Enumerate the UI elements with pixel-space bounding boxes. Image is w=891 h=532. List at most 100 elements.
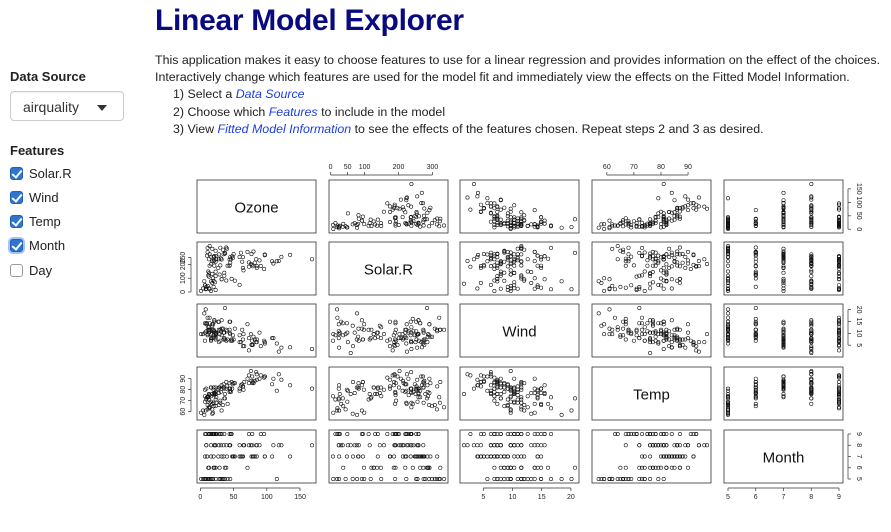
step-1: 1) Select a Data Source xyxy=(173,87,305,101)
data-point xyxy=(248,332,253,337)
data-point xyxy=(331,476,336,481)
checkbox-checked-icon[interactable] xyxy=(10,238,23,252)
panel-Solar.R-vs-Ozone xyxy=(196,241,317,296)
data-point xyxy=(229,276,234,281)
feature-checkbox-month[interactable]: Month xyxy=(10,236,65,254)
data-point xyxy=(222,305,227,311)
data-point xyxy=(425,396,430,401)
data-point xyxy=(495,384,500,389)
data-point xyxy=(645,321,650,326)
data-point xyxy=(209,336,214,341)
data-point xyxy=(753,401,758,406)
feature-checkbox-wind[interactable]: Wind xyxy=(10,188,59,206)
data-source-select[interactable]: airquality xyxy=(10,91,124,121)
data-point xyxy=(403,465,408,470)
data-point xyxy=(781,250,786,255)
data-point xyxy=(381,387,386,392)
data-point xyxy=(694,263,699,268)
data-point xyxy=(781,278,786,283)
feature-checkbox-temp[interactable]: Temp xyxy=(10,212,61,230)
data-point xyxy=(599,280,604,285)
data-point xyxy=(331,226,336,231)
data-point xyxy=(213,274,218,279)
data-point xyxy=(442,223,447,228)
data-point xyxy=(809,286,814,291)
data-point xyxy=(404,341,409,346)
data-point xyxy=(753,321,758,326)
feature-checkbox-solar-r[interactable]: Solar.R xyxy=(10,164,72,182)
data-point xyxy=(345,211,350,216)
data-point xyxy=(254,340,259,345)
data-point xyxy=(356,216,361,221)
data-point xyxy=(675,213,680,218)
data-point xyxy=(629,254,634,259)
data-point xyxy=(198,332,204,337)
data-point xyxy=(661,454,666,459)
data-point xyxy=(495,382,500,387)
data-point xyxy=(725,315,731,320)
data-point xyxy=(212,280,217,285)
data-point xyxy=(227,263,232,268)
checkbox-checked-icon[interactable] xyxy=(10,214,23,228)
data-point xyxy=(427,208,432,213)
data-point xyxy=(781,341,786,346)
data-point xyxy=(423,217,428,222)
data-point xyxy=(362,222,367,227)
data-point xyxy=(661,346,666,351)
data-point xyxy=(639,273,644,278)
data-point xyxy=(211,454,216,459)
data-point xyxy=(205,454,210,459)
data-point xyxy=(659,327,664,332)
data-point xyxy=(623,285,628,290)
data-point xyxy=(549,431,554,437)
panel-Ozone-vs-Ozone: Ozone xyxy=(196,179,317,234)
data-point xyxy=(409,443,414,448)
data-point xyxy=(203,330,208,335)
feature-checkbox-day[interactable]: Day xyxy=(10,261,52,279)
data-point xyxy=(661,476,666,481)
data-point xyxy=(675,249,680,254)
data-point xyxy=(753,322,758,327)
data-point xyxy=(519,274,524,279)
data-point xyxy=(310,386,315,391)
data-point xyxy=(623,465,628,470)
data-point xyxy=(529,390,534,395)
data-point xyxy=(427,476,432,481)
tick-label: 7 xyxy=(782,494,786,501)
data-point xyxy=(639,327,644,332)
checkbox-checked-icon[interactable] xyxy=(10,190,23,204)
data-point xyxy=(359,431,364,437)
data-point xyxy=(414,329,419,334)
data-point xyxy=(375,391,380,396)
data-point xyxy=(753,245,758,250)
data-point xyxy=(664,332,669,337)
variable-label: Wind xyxy=(502,324,536,341)
data-point xyxy=(669,190,674,195)
data-point xyxy=(219,408,224,413)
data-point xyxy=(435,216,440,221)
data-point xyxy=(242,380,247,385)
data-point xyxy=(415,377,420,382)
data-point xyxy=(210,246,215,251)
data-point xyxy=(664,221,669,226)
data-point xyxy=(442,476,447,481)
data-point xyxy=(637,250,642,255)
data-point xyxy=(753,380,758,385)
data-point xyxy=(350,454,355,459)
data-point xyxy=(406,443,411,448)
data-point xyxy=(274,388,279,393)
panel-Ozone-vs-Wind xyxy=(459,179,580,234)
data-point xyxy=(437,219,442,224)
data-point xyxy=(218,256,223,261)
data-point xyxy=(385,338,390,343)
data-point xyxy=(809,386,814,391)
data-point xyxy=(205,476,210,481)
data-point xyxy=(781,198,786,203)
checkbox-checked-icon[interactable] xyxy=(10,166,23,180)
data-point xyxy=(221,454,226,459)
data-point xyxy=(781,211,786,216)
data-point xyxy=(675,443,680,448)
data-point xyxy=(837,374,842,379)
checkbox-unchecked-icon[interactable] xyxy=(10,263,23,277)
data-point xyxy=(336,443,341,448)
